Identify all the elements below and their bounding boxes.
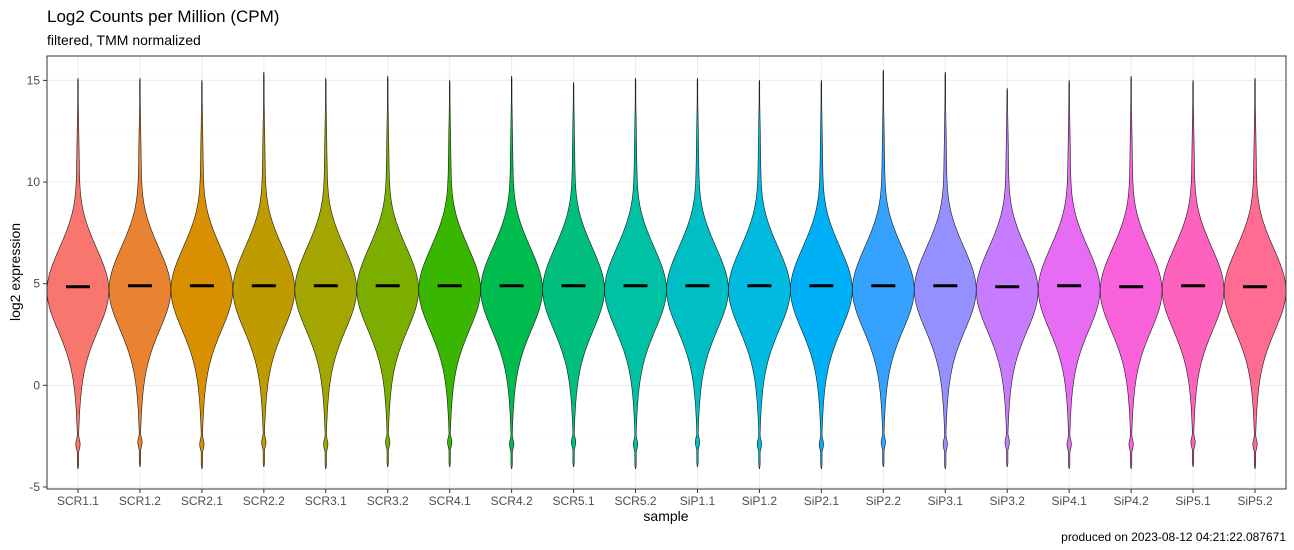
x-tick-label: SCR1.2 (119, 494, 161, 508)
median-layer (65, 284, 1268, 289)
x-tick-label: SCR2.1 (181, 494, 223, 508)
y-tick-label: 5 (33, 277, 40, 291)
x-tick-label: SCR4.1 (429, 494, 471, 508)
violin-SiP3.2 (976, 88, 1039, 467)
x-tick-label: SiP4.1 (1051, 494, 1087, 508)
x-tick-label: SCR5.2 (615, 494, 657, 508)
violin-SCR4.1 (418, 80, 481, 467)
violin-SCR3.2 (356, 76, 419, 467)
x-tick-label: SCR3.2 (367, 494, 409, 508)
violin-SCR5.1 (542, 82, 605, 467)
x-tick-label: SiP3.2 (990, 494, 1026, 508)
chart-caption: produced on 2023-08-12 04:21:22.087671 (1061, 530, 1286, 544)
violin-SiP2.1 (790, 80, 853, 469)
violin-SCR2.2 (232, 71, 296, 467)
violin-SiP3.1 (914, 71, 977, 469)
violin-SCR1.1 (46, 78, 110, 469)
x-tick-label: SCR1.1 (57, 494, 99, 508)
violin-SCR5.2 (604, 78, 667, 469)
violin-SCR3.1 (294, 78, 357, 469)
violin-SCR1.2 (108, 78, 172, 467)
x-tick-label: SiP2.1 (804, 494, 840, 508)
chart-subtitle: filtered, TMM normalized (47, 32, 201, 48)
y-tick-label: 0 (33, 378, 40, 392)
chart-title: Log2 Counts per Million (CPM) (47, 7, 279, 26)
x-tick-label: SCR3.1 (305, 494, 347, 508)
violin-SiP4.2 (1099, 76, 1163, 469)
violin-SiP5.1 (1161, 80, 1225, 467)
violin-SiP5.2 (1223, 78, 1287, 469)
violin-SiP2.2 (852, 69, 915, 467)
x-tick-label: SiP2.2 (866, 494, 902, 508)
x-tick-label: SiP1.2 (742, 494, 778, 508)
x-tick-label: SCR5.1 (553, 494, 595, 508)
x-tick-label: SiP5.2 (1237, 494, 1273, 508)
violin-SCR4.2 (480, 76, 543, 469)
x-tick-label: SiP1.1 (680, 494, 716, 508)
y-axis-title: log2 expression (7, 223, 23, 321)
y-axis: -5 0 5 10 15 (27, 73, 47, 494)
x-tick-label: SCR2.2 (243, 494, 285, 508)
plot-border (46, 55, 1287, 490)
x-axis: SCR1.1 SCR1.2 SCR2.1 SCR2.2 SCR3.1 SCR3.2 SCR4… (57, 489, 1273, 508)
x-tick-label: SiP4.2 (1113, 494, 1149, 508)
x-tick-label: SiP3.1 (928, 494, 964, 508)
x-axis-title: sample (643, 508, 688, 524)
y-tick-label: -5 (29, 480, 40, 494)
x-tick-label: SiP5.1 (1175, 494, 1211, 508)
violin-SiP1.1 (666, 78, 729, 467)
violin-SCR2.1 (170, 80, 234, 469)
y-tick-label: 10 (27, 175, 41, 189)
violin-layer (46, 69, 1287, 469)
x-tick-label: SCR4.2 (491, 494, 533, 508)
y-tick-label: 15 (27, 73, 41, 87)
violin-SiP1.2 (728, 80, 791, 469)
plot-panel (46, 55, 1287, 490)
violin-SiP4.1 (1037, 80, 1101, 469)
